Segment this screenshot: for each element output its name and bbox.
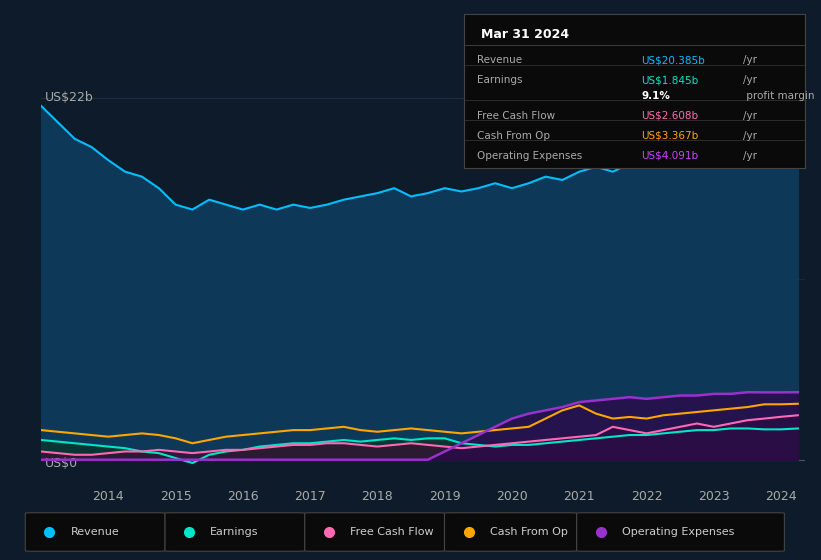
Text: profit margin: profit margin [743,91,814,101]
Text: /yr: /yr [743,151,757,161]
Text: Free Cash Flow: Free Cash Flow [478,111,556,120]
Text: US$22b: US$22b [45,91,94,104]
Text: US$20.385b: US$20.385b [641,55,704,65]
Text: Cash From Op: Cash From Op [490,527,567,537]
Text: /yr: /yr [743,130,757,141]
Text: /yr: /yr [743,55,757,65]
FancyBboxPatch shape [165,513,305,551]
FancyBboxPatch shape [576,513,784,551]
Text: Earnings: Earnings [478,75,523,85]
Text: Mar 31 2024: Mar 31 2024 [481,28,569,41]
Text: /yr: /yr [743,75,757,85]
Text: Operating Expenses: Operating Expenses [478,151,583,161]
FancyBboxPatch shape [25,513,165,551]
Text: /yr: /yr [743,111,757,120]
Text: US$2.608b: US$2.608b [641,111,698,120]
Text: Revenue: Revenue [478,55,523,65]
Text: Operating Expenses: Operating Expenses [622,527,734,537]
FancyBboxPatch shape [305,513,444,551]
Text: Cash From Op: Cash From Op [478,130,551,141]
Text: US$1.845b: US$1.845b [641,75,699,85]
Text: Earnings: Earnings [210,527,259,537]
Text: Revenue: Revenue [71,527,119,537]
Text: Free Cash Flow: Free Cash Flow [350,527,433,537]
FancyBboxPatch shape [444,513,576,551]
Text: US$0: US$0 [45,458,78,470]
Text: US$4.091b: US$4.091b [641,151,698,161]
Text: US$3.367b: US$3.367b [641,130,699,141]
Text: 9.1%: 9.1% [641,91,670,101]
